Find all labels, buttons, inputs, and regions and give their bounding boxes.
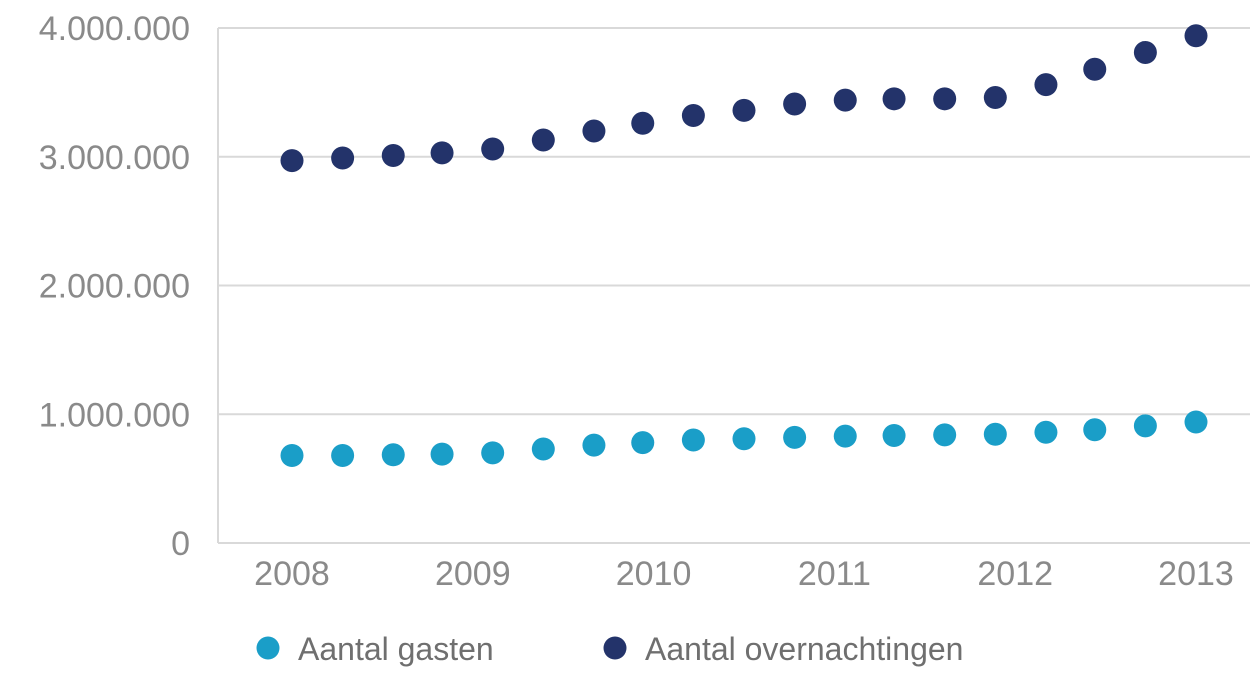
point-aantal-gasten xyxy=(1083,418,1107,442)
point-aantal-gasten xyxy=(381,443,405,467)
point-aantal-gasten xyxy=(1034,420,1058,444)
point-aantal-overnachtingen xyxy=(631,111,655,135)
y-tick-label: 3.000.000 xyxy=(39,139,190,177)
point-aantal-gasten xyxy=(933,423,957,447)
point-aantal-gasten xyxy=(882,423,906,447)
point-aantal-gasten xyxy=(983,422,1007,446)
point-aantal-overnachtingen xyxy=(331,146,355,170)
point-aantal-overnachtingen xyxy=(531,128,555,152)
point-aantal-gasten xyxy=(531,437,555,461)
x-tick-label: 2012 xyxy=(977,555,1053,593)
point-aantal-overnachtingen xyxy=(1034,73,1058,97)
y-axis-ticks: 0 1.000.000 2.000.000 3.000.000 4.000.000 xyxy=(39,10,190,563)
point-aantal-overnachtingen xyxy=(481,137,505,161)
point-aantal-gasten xyxy=(430,442,454,466)
point-aantal-overnachtingen xyxy=(783,92,807,116)
x-tick-label: 2013 xyxy=(1158,555,1234,593)
point-aantal-gasten xyxy=(331,443,355,467)
x-tick-label: 2008 xyxy=(254,555,330,593)
legend-label: Aantal overnachtingen xyxy=(645,631,963,667)
point-aantal-gasten xyxy=(783,425,807,449)
point-aantal-overnachtingen xyxy=(430,141,454,165)
data-points xyxy=(280,24,1208,467)
point-aantal-gasten xyxy=(280,443,304,467)
point-aantal-gasten xyxy=(481,441,505,465)
x-axis-ticks: 2008 2009 2010 2011 2012 2013 xyxy=(254,555,1234,593)
point-aantal-gasten xyxy=(631,431,655,455)
point-aantal-overnachtingen xyxy=(1133,40,1157,64)
point-aantal-gasten xyxy=(833,424,857,448)
point-aantal-overnachtingen xyxy=(882,87,906,111)
point-aantal-gasten xyxy=(732,427,756,451)
y-tick-label: 2.000.000 xyxy=(39,268,190,306)
gridlines xyxy=(218,27,1250,416)
point-aantal-overnachtingen xyxy=(833,88,857,112)
point-aantal-gasten xyxy=(582,433,606,457)
legend-marker xyxy=(256,636,280,660)
point-aantal-overnachtingen xyxy=(381,143,405,167)
axes xyxy=(217,28,1250,544)
x-tick-label: 2009 xyxy=(435,555,511,593)
point-aantal-overnachtingen xyxy=(582,119,606,143)
point-aantal-overnachtingen xyxy=(681,104,705,128)
point-aantal-overnachtingen xyxy=(732,98,756,122)
y-tick-label: 4.000.000 xyxy=(39,10,190,48)
y-tick-label: 1.000.000 xyxy=(39,396,190,434)
point-aantal-overnachtingen xyxy=(1083,57,1107,81)
point-aantal-overnachtingen xyxy=(280,149,304,173)
x-tick-label: 2010 xyxy=(616,555,692,593)
legend-label: Aantal gasten xyxy=(298,631,494,667)
point-aantal-overnachtingen xyxy=(983,86,1007,110)
legend-marker xyxy=(603,636,627,660)
point-aantal-gasten xyxy=(681,428,705,452)
point-aantal-overnachtingen xyxy=(1184,24,1208,48)
legend: Aantal gasten Aantal overnachtingen xyxy=(256,631,963,667)
x-tick-label: 2011 xyxy=(798,555,871,593)
point-aantal-overnachtingen xyxy=(933,87,957,111)
point-aantal-gasten xyxy=(1184,410,1208,434)
y-tick-label: 0 xyxy=(171,525,190,563)
point-aantal-gasten xyxy=(1133,414,1157,438)
